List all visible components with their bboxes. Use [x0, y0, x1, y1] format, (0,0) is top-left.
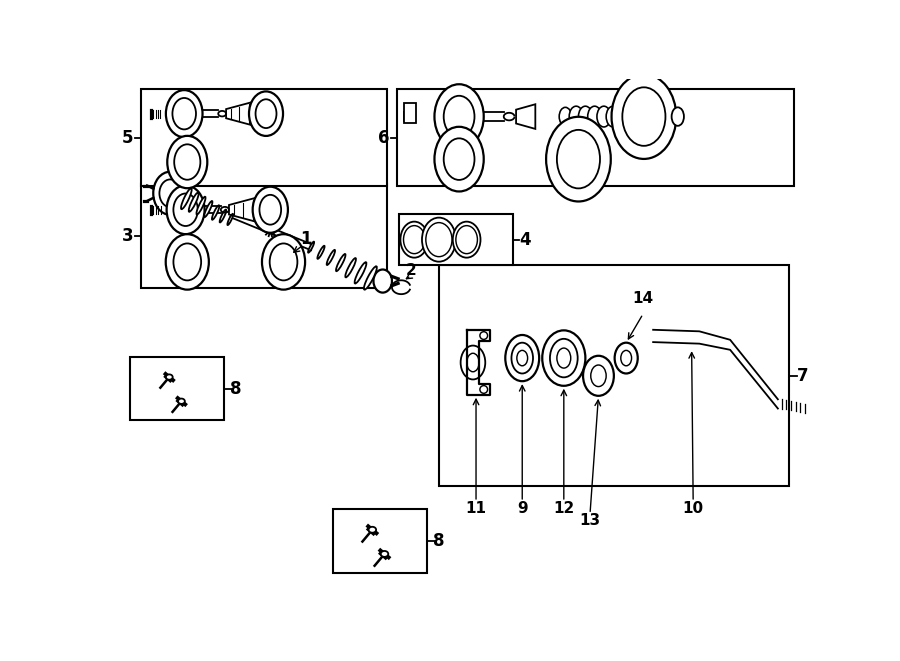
Ellipse shape: [174, 243, 201, 280]
Ellipse shape: [374, 270, 392, 293]
Ellipse shape: [543, 330, 585, 386]
Ellipse shape: [249, 91, 283, 136]
Ellipse shape: [622, 87, 665, 146]
Ellipse shape: [400, 221, 428, 258]
Ellipse shape: [444, 138, 474, 180]
Ellipse shape: [422, 217, 456, 262]
Ellipse shape: [597, 106, 611, 127]
Ellipse shape: [435, 84, 483, 149]
Ellipse shape: [270, 243, 297, 280]
Ellipse shape: [355, 262, 366, 284]
Text: 9: 9: [517, 500, 527, 516]
Text: 4: 4: [519, 231, 531, 249]
Polygon shape: [229, 198, 256, 222]
Ellipse shape: [517, 350, 527, 366]
Ellipse shape: [671, 107, 684, 126]
Text: 8: 8: [433, 532, 445, 550]
Ellipse shape: [816, 396, 829, 414]
Bar: [141, 89, 387, 186]
Ellipse shape: [546, 117, 611, 202]
Ellipse shape: [174, 194, 198, 226]
Ellipse shape: [204, 201, 212, 217]
Bar: [404, 102, 416, 123]
Ellipse shape: [612, 74, 676, 159]
Ellipse shape: [557, 348, 571, 368]
Ellipse shape: [435, 127, 483, 192]
Ellipse shape: [189, 192, 199, 212]
Ellipse shape: [336, 254, 346, 271]
Text: 2: 2: [406, 263, 417, 278]
Ellipse shape: [346, 258, 356, 278]
Ellipse shape: [569, 106, 583, 127]
Ellipse shape: [166, 185, 204, 234]
Ellipse shape: [181, 188, 192, 209]
Text: 14: 14: [633, 291, 653, 306]
Ellipse shape: [166, 234, 209, 290]
Ellipse shape: [456, 225, 477, 254]
Ellipse shape: [480, 385, 488, 393]
Ellipse shape: [327, 250, 335, 265]
Ellipse shape: [167, 136, 207, 188]
Ellipse shape: [403, 225, 425, 254]
Ellipse shape: [166, 374, 173, 379]
Bar: [398, 89, 794, 186]
Ellipse shape: [159, 179, 181, 207]
Ellipse shape: [505, 335, 539, 381]
Ellipse shape: [557, 130, 600, 188]
Text: 12: 12: [554, 500, 574, 516]
Text: 8: 8: [230, 379, 241, 397]
Ellipse shape: [511, 342, 533, 373]
Ellipse shape: [590, 365, 607, 387]
Ellipse shape: [175, 144, 201, 180]
Ellipse shape: [228, 214, 233, 225]
Bar: [439, 265, 789, 486]
Ellipse shape: [381, 551, 388, 557]
Polygon shape: [226, 102, 253, 126]
Ellipse shape: [588, 106, 601, 127]
Ellipse shape: [212, 206, 220, 219]
Text: 13: 13: [580, 513, 600, 528]
Ellipse shape: [153, 172, 187, 215]
Ellipse shape: [318, 246, 325, 259]
Ellipse shape: [426, 223, 452, 256]
Ellipse shape: [621, 350, 632, 366]
Ellipse shape: [461, 346, 485, 379]
Ellipse shape: [444, 96, 474, 137]
Bar: [399, 214, 513, 265]
Ellipse shape: [583, 356, 614, 396]
Ellipse shape: [607, 106, 620, 127]
Ellipse shape: [615, 342, 638, 373]
Bar: [130, 357, 223, 420]
Ellipse shape: [178, 399, 184, 404]
Ellipse shape: [253, 186, 288, 233]
Ellipse shape: [369, 527, 376, 533]
Text: 3: 3: [122, 227, 133, 245]
Text: 5: 5: [122, 129, 133, 147]
Ellipse shape: [480, 332, 488, 339]
Polygon shape: [516, 104, 536, 129]
Ellipse shape: [256, 99, 276, 128]
Ellipse shape: [559, 107, 572, 126]
Text: 11: 11: [465, 500, 487, 516]
Ellipse shape: [196, 197, 205, 214]
Ellipse shape: [262, 234, 305, 290]
Bar: [141, 184, 387, 288]
Ellipse shape: [364, 266, 377, 290]
Ellipse shape: [220, 210, 226, 222]
Text: 10: 10: [682, 500, 704, 516]
Ellipse shape: [308, 242, 314, 253]
Ellipse shape: [550, 339, 578, 377]
Text: 6: 6: [378, 129, 390, 147]
Bar: [333, 510, 427, 573]
Text: 1: 1: [300, 231, 311, 249]
Ellipse shape: [453, 221, 481, 258]
Ellipse shape: [259, 195, 281, 225]
Ellipse shape: [166, 90, 202, 137]
Ellipse shape: [467, 353, 479, 371]
Text: 7: 7: [797, 367, 809, 385]
Ellipse shape: [579, 106, 592, 127]
Ellipse shape: [173, 98, 196, 130]
